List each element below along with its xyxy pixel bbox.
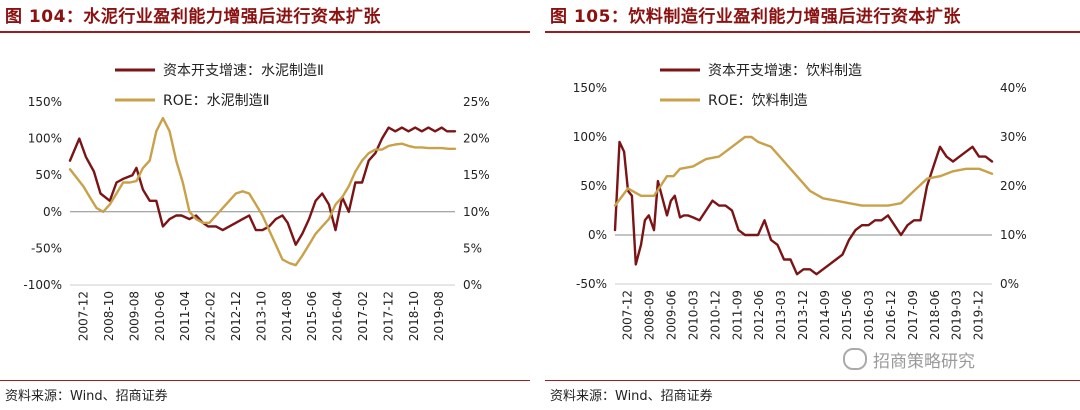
legend-label: 资本开支增速：饮料制造 bbox=[708, 63, 862, 79]
left-axis-tick-label: 0% bbox=[588, 228, 607, 242]
x-axis-tick-label: 2018-10 bbox=[407, 291, 421, 341]
x-axis-tick-label: 2008-09 bbox=[643, 290, 657, 340]
x-axis-tick-label: 2012-12 bbox=[229, 291, 243, 341]
right-axis-tick-label: 40% bbox=[1000, 81, 1027, 95]
right-axis-tick-label: 0% bbox=[463, 278, 482, 292]
x-axis-tick-label: 2010-06 bbox=[153, 291, 167, 341]
x-axis-tick-label: 2016-12 bbox=[884, 290, 898, 340]
title-rule bbox=[0, 31, 530, 33]
x-axis-tick-label: 2017-09 bbox=[906, 290, 920, 340]
x-axis-tick-label: 2009-06 bbox=[664, 290, 678, 340]
series-line-capex-growth bbox=[68, 126, 457, 246]
x-axis-tick-label: 2012-06 bbox=[752, 290, 766, 340]
x-axis-tick-label: 2016-03 bbox=[862, 290, 876, 340]
chart-panel-cement: 图 104：水泥行业盈利能力增强后进行资本扩张 -100% -50% 0% 50% 10… bbox=[0, 0, 530, 410]
legend-label: 资本开支增速：水泥制造Ⅱ bbox=[163, 63, 324, 79]
source-note: 资料来源：Wind、招商证券 bbox=[550, 389, 713, 404]
x-axis-tick-label: 2016-04 bbox=[331, 291, 345, 341]
watermark: 招商策略研究 bbox=[843, 347, 975, 372]
x-axis-tick-label: 2015-06 bbox=[305, 291, 319, 341]
right-axis-tick-label: 15% bbox=[463, 168, 490, 182]
chart-title: 图 105：饮料制造行业盈利能力增强后进行资本扩张 bbox=[550, 7, 961, 27]
right-axis-tick-label: 10% bbox=[463, 205, 490, 219]
watermark-text: 招商策略研究 bbox=[873, 352, 975, 372]
series-line-capex-growth bbox=[613, 140, 994, 276]
series-line-roe bbox=[613, 135, 994, 207]
left-axis-tick-label: 50% bbox=[35, 168, 62, 182]
left-axis-tick-label: 0% bbox=[43, 205, 62, 219]
cement-chart: -100% -50% 0% 50% 100% 150% 0% 5% 10% 15% 20% 25% 20… bbox=[23, 63, 490, 341]
x-axis-tick-label: 2017-12 bbox=[381, 291, 395, 341]
title-rule bbox=[545, 31, 1080, 33]
left-axis-tick-label: 100% bbox=[28, 132, 62, 146]
right-axis-tick-label: 5% bbox=[463, 241, 482, 255]
left-axis-tick-label: 100% bbox=[573, 130, 607, 144]
legend-label: ROE：饮料制造 bbox=[708, 93, 808, 109]
x-axis-tick-label: 2015-06 bbox=[840, 290, 854, 340]
x-axis-tick-label: 2007-12 bbox=[621, 290, 635, 340]
right-axis-tick-label: 20% bbox=[463, 132, 490, 146]
left-axis-tick-label: -100% bbox=[23, 278, 62, 292]
x-axis-tick-label: 2014-08 bbox=[280, 291, 294, 341]
wechat-icon bbox=[843, 348, 867, 370]
x-axis-tick-label: 2009-08 bbox=[127, 291, 141, 341]
x-axis-tick-label: 2012-02 bbox=[204, 291, 218, 341]
x-axis-tick-label: 2010-03 bbox=[686, 290, 700, 340]
series-line-roe bbox=[68, 116, 457, 267]
left-axis-tick-label: -50% bbox=[31, 241, 62, 255]
x-axis-tick-label: 2019-03 bbox=[950, 290, 964, 340]
left-axis-tick-label: 150% bbox=[573, 81, 607, 95]
x-axis-tick-label: 2008-10 bbox=[102, 291, 116, 341]
source-note: 资料来源：Wind、招商证券 bbox=[5, 389, 168, 404]
source-rule bbox=[0, 380, 530, 381]
right-axis-tick-label: 20% bbox=[1000, 179, 1027, 193]
right-axis-tick-label: 0% bbox=[1000, 277, 1019, 291]
left-axis-tick-label: 50% bbox=[580, 179, 607, 193]
x-axis-tick-label: 2011-09 bbox=[730, 290, 744, 340]
x-axis-tick-label: 2019-12 bbox=[972, 290, 986, 340]
x-axis-tick-label: 2013-12 bbox=[796, 290, 810, 340]
right-axis-tick-label: 30% bbox=[1000, 130, 1027, 144]
x-axis-tick-label: 2013-03 bbox=[774, 290, 788, 340]
chart-panel-beverage: 图 105：饮料制造行业盈利能力增强后进行资本扩张 -50% 0% 50% 100% 1… bbox=[545, 0, 1080, 410]
legend-label: ROE：水泥制造Ⅱ bbox=[163, 93, 269, 109]
beverage-chart: -50% 0% 50% 100% 150% 0% 10% 20% 30% 40% 2007-12 20… bbox=[573, 63, 1027, 340]
x-axis-tick-label: 2018-06 bbox=[928, 290, 942, 340]
x-axis-tick-label: 2007-12 bbox=[77, 291, 91, 341]
x-axis-tick-label: 2013-10 bbox=[254, 291, 268, 341]
right-axis-tick-label: 25% bbox=[463, 95, 490, 109]
x-axis-tick-label: 2017-02 bbox=[356, 291, 370, 341]
left-axis-tick-label: 150% bbox=[28, 95, 62, 109]
x-axis-tick-label: 2010-12 bbox=[708, 290, 722, 340]
chart-title: 图 104：水泥行业盈利能力增强后进行资本扩张 bbox=[5, 7, 381, 27]
source-rule bbox=[545, 380, 1080, 381]
right-axis-tick-label: 10% bbox=[1000, 228, 1027, 242]
left-axis-tick-label: -50% bbox=[576, 277, 607, 291]
x-axis-tick-label: 2019-08 bbox=[432, 291, 446, 341]
x-axis-tick-label: 2014-09 bbox=[818, 290, 832, 340]
x-axis-tick-label: 2011-04 bbox=[178, 291, 192, 341]
